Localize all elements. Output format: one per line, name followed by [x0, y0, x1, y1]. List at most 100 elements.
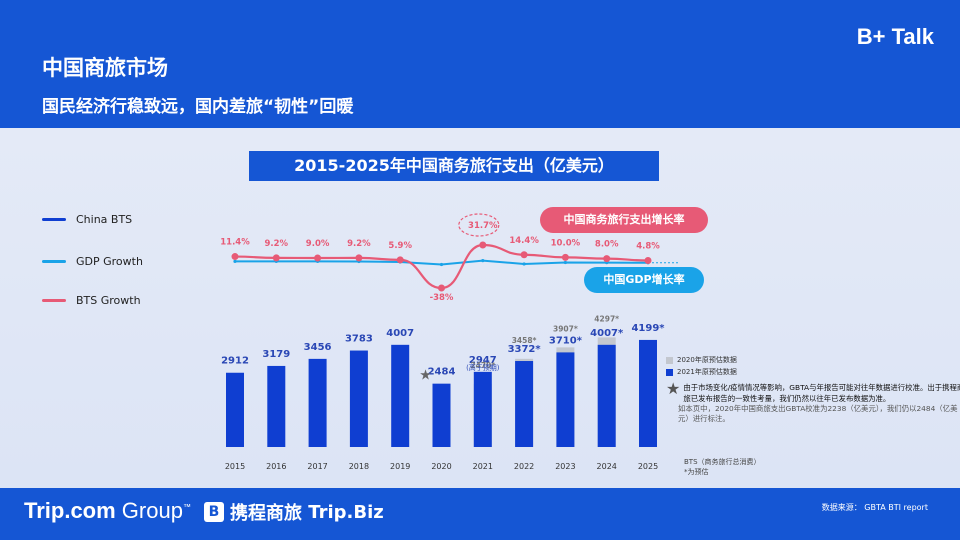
legend-label: 2020年原预估数据	[677, 356, 737, 364]
bts-growth-label: 11.4%	[220, 238, 250, 248]
bts-growth-label: 9.2%	[347, 239, 371, 249]
legend-swatch-gdp	[42, 260, 66, 263]
bts-growth-label: 9.0%	[306, 239, 330, 249]
legend-swatch-bts	[42, 218, 66, 221]
bts-growth-point	[561, 253, 569, 261]
bar	[639, 339, 657, 447]
swatch-forecast	[666, 356, 673, 364]
star-2020-icon: ★	[419, 368, 432, 384]
forecast-value-label: 3458*	[512, 336, 537, 345]
bar-value-label: 2484	[428, 367, 456, 378]
gdp-point	[522, 262, 526, 266]
annotation-2021: (高于预期)	[466, 363, 500, 372]
x-tick-label: 2021	[473, 462, 493, 471]
gdp-point	[481, 259, 485, 263]
legend-china-bts: China BTS	[42, 213, 132, 226]
bts-growth-point	[520, 251, 528, 259]
bar	[308, 358, 327, 447]
logo-text-en: Trip.Biz	[308, 501, 384, 523]
gdp-point	[439, 262, 444, 267]
page-title: 中国商旅市场	[42, 56, 168, 80]
ctrip-biz-icon: B	[204, 502, 224, 522]
forecast-value-label: 3907*	[553, 324, 578, 333]
data-source: 数据来源： GBTA BTI report	[821, 503, 928, 512]
bts-growth-point	[479, 241, 487, 249]
bar-value-label: 3783	[345, 334, 373, 345]
page-subtitle: 国民经济行稳致远，国内差旅“韧性”回暖	[42, 97, 354, 117]
bts-growth-callout: 中国商务旅行支出增长率	[540, 207, 708, 233]
footer-bar	[0, 488, 960, 540]
logo-text-bold: Trip.com	[24, 498, 116, 523]
bts-growth-label: 8.0%	[595, 240, 619, 250]
bts-growth-point	[231, 253, 239, 261]
legend-forecast-2020: 2020年原预估数据	[666, 355, 737, 365]
highlight-ellipse	[458, 213, 500, 237]
logo-text-light: Group	[115, 498, 183, 523]
bar-value-label: 3710*	[549, 335, 583, 346]
bar-value-label: 3179	[262, 349, 290, 360]
x-tick-label: 2024	[597, 462, 617, 471]
star-icon: ★	[666, 379, 681, 398]
bar-value-label: 4199*	[631, 323, 665, 334]
bts-growth-point	[644, 257, 652, 265]
logo-text-cn: 携程商旅	[230, 503, 302, 524]
bar-value-label: 4007	[386, 328, 414, 339]
bts-growth-label: 9.2%	[265, 239, 289, 249]
gdp-point	[563, 260, 568, 265]
trip-com-group-logo: Trip.com Group™	[24, 498, 191, 524]
legend-forecast-2021: 2021年原预估数据	[666, 367, 737, 377]
bts-forecast-note: *为预估	[684, 468, 709, 476]
bts-growth-label: 5.9%	[388, 241, 412, 251]
bar	[432, 383, 451, 447]
swatch-actual	[666, 368, 673, 376]
bts-growth-label: 31.7%	[468, 221, 498, 231]
forecast-value-label: 2470*	[470, 361, 495, 370]
legend-gdp-growth: GDP Growth	[42, 255, 143, 268]
bar	[556, 352, 575, 447]
bar-value-label: 3372*	[508, 344, 542, 355]
chart-title: 2015-2025年中国商务旅行支出（亿美元）	[249, 151, 659, 181]
bts-growth-label: 4.8%	[636, 242, 660, 252]
bts-growth-point	[396, 256, 404, 264]
bar-value-label: 2947	[469, 355, 497, 366]
x-tick-label: 2016	[266, 462, 286, 471]
note-main: ★ 由于市场变化/疫情情况等影响，GBTA与年报告可能对往年数据进行校准。出于携…	[666, 379, 960, 404]
bar-value-label: 2912	[221, 356, 249, 367]
bts-definition-line: BTS（商务旅行总消费）	[684, 458, 761, 466]
bar	[391, 344, 410, 447]
x-tick-label: 2018	[349, 462, 369, 471]
bts-growth-point	[355, 254, 363, 262]
brand-logo: B+ Talk	[856, 24, 934, 49]
forecast-value-label: 4297*	[594, 314, 619, 323]
bts-growth-point	[314, 254, 322, 262]
bar-value-label: 4007*	[590, 328, 624, 339]
logo-trademark: ™	[182, 502, 191, 512]
bts-definition: BTS（商务旅行总消费） *为预估	[684, 457, 761, 477]
x-tick-label: 2015	[225, 462, 245, 471]
x-tick-label: 2025	[638, 462, 658, 471]
legend-label: 2021年原预估数据	[677, 368, 737, 376]
bts-growth-label: -38%	[430, 293, 454, 303]
bts-growth-point	[438, 284, 445, 292]
bar	[473, 371, 492, 447]
note-text: 由于市场变化/疫情情况等影响，GBTA与年报告可能对往年数据进行校准。出于携程商…	[683, 383, 960, 403]
legend-label: BTS Growth	[76, 294, 141, 307]
x-tick-label: 2022	[514, 462, 534, 471]
x-tick-label: 2017	[307, 462, 327, 471]
bts-growth-line	[234, 243, 649, 290]
bts-growth-label: 14.4%	[509, 236, 539, 246]
bar	[267, 365, 286, 447]
bts-growth-point	[603, 255, 611, 263]
ctrip-biz-logo: B 携程商旅 Trip.Biz	[204, 499, 384, 525]
header-banner	[0, 0, 960, 128]
gdp-point	[233, 259, 237, 263]
bar	[226, 372, 244, 447]
bts-growth-label: 10.0%	[551, 238, 581, 248]
bar	[515, 361, 534, 447]
bar	[597, 344, 616, 447]
gdp-growth-callout: 中国GDP增长率	[584, 267, 704, 293]
legend-label: GDP Growth	[76, 255, 143, 268]
bar	[349, 350, 368, 447]
bar-value-label: 3456	[304, 342, 332, 353]
